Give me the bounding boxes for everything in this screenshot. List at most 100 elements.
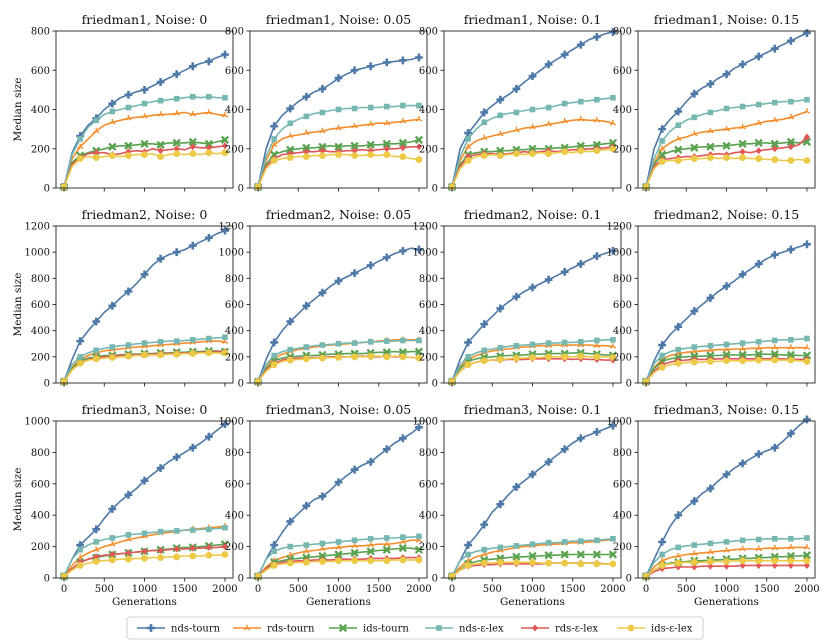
chart-panel: friedman2, Noise: 0.15 0 200 400 600 800 1000 1… bbox=[607, 207, 816, 390]
data-point bbox=[545, 340, 552, 346]
data-point bbox=[674, 322, 683, 331]
data-point bbox=[302, 558, 310, 566]
data-point bbox=[189, 350, 197, 357]
data-point bbox=[270, 141, 278, 148]
data-point bbox=[270, 562, 278, 569]
data-point bbox=[400, 534, 406, 540]
data-point bbox=[609, 28, 617, 36]
y-tick-label: 800 bbox=[31, 27, 50, 38]
data-point bbox=[303, 548, 310, 554]
data-point bbox=[739, 123, 746, 130]
data-point bbox=[382, 545, 391, 554]
data-point bbox=[803, 344, 811, 350]
legend-marker bbox=[627, 624, 635, 632]
y-tick-label: 0 bbox=[432, 379, 438, 390]
data-point bbox=[594, 337, 600, 344]
data-point bbox=[480, 559, 488, 567]
data-point bbox=[93, 127, 100, 134]
data-point bbox=[786, 245, 795, 254]
data-point bbox=[481, 347, 488, 354]
y-tick-label: 400 bbox=[31, 326, 50, 337]
data-point bbox=[593, 560, 601, 568]
data-point bbox=[189, 93, 196, 100]
data-point bbox=[707, 154, 714, 161]
data-point bbox=[802, 351, 812, 360]
panel-title: friedman2, Noise: 0 bbox=[82, 207, 208, 222]
data-point bbox=[319, 152, 326, 160]
data-point bbox=[415, 156, 423, 163]
data-point bbox=[804, 535, 810, 541]
legend-box bbox=[126, 616, 704, 640]
data-point bbox=[399, 144, 406, 152]
data-point bbox=[803, 358, 811, 365]
data-point bbox=[544, 275, 553, 284]
series-line bbox=[63, 139, 226, 188]
data-point bbox=[189, 337, 196, 343]
chart-panel: friedman2, Noise: 0 0 200 400 600 800 1000 1200… bbox=[12, 207, 234, 390]
data-point bbox=[609, 421, 617, 430]
data-point bbox=[675, 122, 682, 128]
legend-item: ids-tourn bbox=[329, 624, 409, 635]
data-point bbox=[140, 139, 149, 148]
data-point bbox=[496, 558, 504, 566]
data-point bbox=[706, 142, 715, 151]
data-point bbox=[675, 552, 682, 559]
data-point bbox=[674, 511, 683, 520]
data-point bbox=[335, 106, 342, 113]
y-tick-label: 400 bbox=[613, 511, 632, 522]
y-tick-label: 600 bbox=[419, 66, 438, 77]
data-point bbox=[108, 301, 117, 310]
y-tick-label: 1000 bbox=[413, 248, 438, 259]
data-point bbox=[755, 338, 762, 345]
data-point bbox=[592, 32, 601, 41]
data-point bbox=[707, 109, 714, 116]
data-point bbox=[382, 253, 391, 262]
data-point bbox=[512, 552, 521, 561]
data-point bbox=[287, 346, 294, 353]
data-point bbox=[125, 342, 132, 348]
data-point bbox=[189, 111, 196, 117]
y-tick-label: 0 bbox=[626, 184, 632, 195]
data-point bbox=[771, 344, 778, 350]
data-point bbox=[803, 557, 811, 565]
data-point bbox=[707, 342, 714, 349]
data-point bbox=[464, 541, 473, 549]
data-point bbox=[787, 544, 795, 550]
data-point bbox=[108, 556, 116, 564]
data-point bbox=[674, 107, 683, 116]
y-tick-label: 800 bbox=[419, 274, 438, 285]
data-point bbox=[691, 114, 698, 121]
data-point bbox=[221, 149, 229, 157]
data-point bbox=[204, 432, 213, 441]
data-point bbox=[674, 157, 682, 164]
data-point bbox=[157, 338, 164, 345]
y-tick-label: 200 bbox=[31, 542, 50, 553]
data-point bbox=[205, 543, 212, 551]
chart-panel: friedman2, Noise: 0.05 0 200 400 600 800 1000 1… bbox=[219, 207, 428, 390]
legend-label: nds-tourn bbox=[171, 624, 221, 635]
y-tick-label: 400 bbox=[225, 511, 244, 522]
y-tick-label: 0 bbox=[432, 184, 438, 195]
y-tick-label: 200 bbox=[419, 352, 438, 363]
data-point bbox=[480, 108, 489, 117]
data-point bbox=[92, 317, 101, 326]
data-point bbox=[125, 115, 132, 121]
data-point bbox=[609, 343, 617, 349]
data-point bbox=[755, 155, 763, 162]
data-point bbox=[399, 117, 407, 124]
data-point bbox=[335, 354, 342, 361]
data-point bbox=[271, 136, 277, 142]
data-point bbox=[659, 551, 665, 558]
data-point bbox=[560, 50, 569, 59]
y-tick-label: 0 bbox=[238, 184, 244, 195]
x-tick-label: 1000 bbox=[714, 584, 739, 595]
data-point bbox=[205, 349, 213, 357]
data-point bbox=[335, 151, 342, 159]
data-point bbox=[172, 138, 181, 147]
data-point bbox=[398, 138, 407, 147]
data-point bbox=[350, 269, 359, 277]
data-point bbox=[189, 552, 197, 560]
data-point bbox=[448, 183, 456, 191]
data-point bbox=[658, 562, 666, 569]
data-point bbox=[302, 143, 311, 152]
